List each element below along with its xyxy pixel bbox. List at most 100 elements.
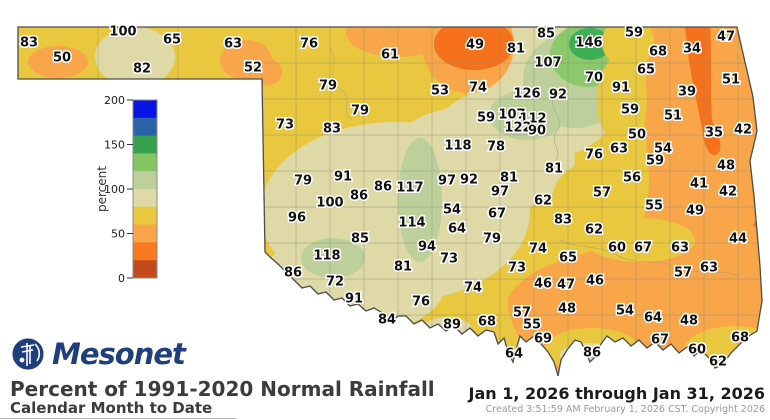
station-value: 90 [528, 124, 546, 139]
bottom-divider [0, 418, 236, 419]
color-legend: 200 150 100 50 0 percent [95, 94, 158, 285]
station-value: 68 [478, 315, 496, 330]
station-value: 57 [513, 306, 531, 321]
station-value: 55 [523, 318, 541, 333]
station-value: 78 [487, 140, 505, 155]
station-value: 85 [351, 232, 369, 247]
station-value: 54 [616, 304, 634, 319]
station-value: 47 [717, 30, 735, 45]
station-value: 89 [443, 318, 461, 333]
map-title: Percent of 1991-2020 Normal Rainfall [10, 377, 435, 401]
station-value: 96 [288, 211, 306, 226]
station-value: 86 [374, 180, 392, 195]
station-value: 60 [688, 343, 706, 358]
station-value: 83 [323, 122, 341, 137]
station-value: 64 [644, 311, 662, 326]
date-range-label: Jan 1, 2026 through Jan 31, 2026 [468, 384, 765, 403]
legend-band [133, 171, 157, 190]
station-value: 49 [686, 204, 704, 219]
station-value: 74 [529, 242, 547, 257]
station-value: 46 [534, 277, 552, 292]
station-value: 44 [729, 232, 747, 247]
station-value: 91 [345, 292, 363, 307]
station-value: 73 [276, 118, 294, 133]
station-value: 62 [534, 194, 552, 209]
legend-band [133, 242, 157, 261]
station-value: 42 [719, 185, 737, 200]
station-value: 65 [163, 33, 181, 48]
station-value: 122 [504, 121, 531, 136]
station-value: 117 [396, 181, 423, 196]
station-value: 69 [534, 332, 552, 347]
station-value: 76 [585, 148, 603, 163]
station-value: 39 [678, 85, 696, 100]
legend-band [133, 206, 157, 225]
mesonet-logo-text: Mesonet [52, 337, 186, 371]
legend-tick-value: 50 [111, 228, 125, 241]
station-value: 86 [583, 346, 601, 361]
station-value: 92 [549, 88, 567, 103]
legend-unit-label: percent [95, 166, 109, 212]
station-value: 82 [133, 62, 151, 77]
station-value: 47 [557, 278, 575, 293]
station-value: 73 [508, 261, 526, 276]
station-value: 76 [412, 295, 430, 310]
station-value: 126 [513, 87, 540, 102]
station-value: 112 [519, 112, 546, 127]
station-value: 68 [649, 45, 667, 60]
station-value: 35 [705, 126, 723, 141]
legend-band [133, 117, 157, 136]
legend-band [133, 189, 157, 208]
station-value: 79 [294, 174, 312, 189]
station-value: 49 [466, 38, 484, 53]
station-value: 74 [469, 81, 487, 96]
station-value: 79 [483, 232, 501, 247]
station-value: 51 [722, 73, 740, 88]
station-value: 70 [585, 71, 603, 86]
station-value: 42 [734, 123, 752, 138]
station-value: 59 [621, 103, 639, 118]
station-value: 107 [534, 56, 561, 71]
station-value: 54 [443, 203, 461, 218]
station-value: 57 [593, 186, 611, 201]
station-value: 74 [464, 281, 482, 296]
station-value: 60 [608, 241, 626, 256]
mesonet-logo: Mesonet [8, 334, 186, 374]
legend-band [133, 100, 157, 119]
legend-tick-value: 0 [118, 272, 125, 285]
legend-band [133, 260, 157, 279]
legend-tick-value: 150 [104, 139, 125, 152]
station-value: 59 [477, 111, 495, 126]
station-value: 57 [674, 266, 692, 281]
station-value: 63 [700, 261, 718, 276]
station-value: 94 [418, 240, 436, 255]
station-value: 51 [664, 109, 682, 124]
station-value: 146 [575, 36, 602, 51]
station-value: 83 [20, 36, 38, 51]
station-value: 64 [505, 347, 523, 362]
station-value: 84 [378, 313, 396, 328]
county-boundaries [97, 27, 762, 370]
station-value: 46 [586, 274, 604, 289]
station-value: 67 [634, 241, 652, 256]
station-value: 53 [431, 84, 449, 99]
station-value: 85 [537, 27, 555, 42]
created-timestamp: Created 3:51:59 AM February 1, 2026 CST.… [485, 404, 765, 415]
station-value: 91 [334, 170, 352, 185]
station-value: 48 [680, 314, 698, 329]
station-value: 50 [628, 128, 646, 143]
station-value: 81 [394, 260, 412, 275]
station-value: 81 [500, 171, 518, 186]
station-value: 41 [690, 177, 708, 192]
station-value: 61 [381, 48, 399, 63]
station-value: 50 [53, 51, 71, 66]
station-value: 63 [610, 142, 628, 157]
station-value: 72 [326, 275, 344, 290]
station-value: 62 [709, 355, 727, 370]
station-value: 56 [623, 171, 641, 186]
station-value: 118 [313, 249, 340, 264]
station-value: 63 [671, 241, 689, 256]
